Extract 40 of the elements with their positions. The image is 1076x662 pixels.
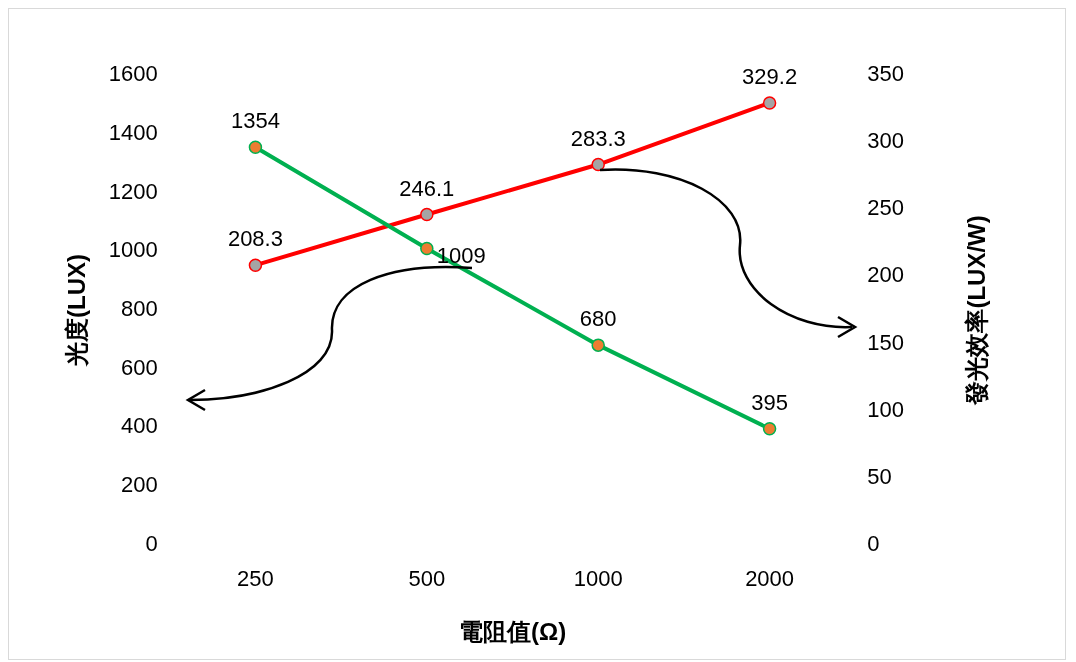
point [762, 96, 777, 110]
y2-tick-label: 350 [867, 61, 905, 87]
data-label: 1354 [230, 108, 280, 134]
y2-tick-label: 0 [867, 530, 880, 556]
data-label: 283.3 [570, 125, 626, 151]
point [248, 258, 263, 272]
y-tick-label: 400 [121, 413, 158, 439]
y-tick-label: 600 [121, 354, 158, 380]
y2-tick-label: 300 [867, 128, 905, 154]
y-tick-label: 0 [145, 530, 158, 556]
y-tick-label: 1400 [108, 119, 158, 145]
point [762, 422, 777, 436]
x-tick-label: 1000 [573, 566, 623, 592]
y2-tick-label: 200 [867, 262, 905, 288]
y2-tick-label: 100 [867, 396, 905, 422]
x-axis-title: 電阻值(Ω) [458, 618, 567, 646]
y-tick-label: 1200 [108, 178, 158, 204]
point [420, 207, 434, 222]
x-tick-label: 500 [408, 566, 446, 592]
y2-tick-label: 150 [867, 329, 905, 355]
data-label: 246.1 [399, 175, 455, 201]
y-tick-label: 1000 [108, 237, 158, 263]
y-tick-label: 800 [121, 295, 158, 321]
y-axis-title: 光度(LUX) [63, 253, 91, 367]
y-tick-label: 200 [121, 472, 158, 498]
data-label: 680 [579, 306, 617, 332]
data-label: 1009 [436, 242, 486, 268]
point [420, 241, 434, 256]
x-tick-label: 250 [237, 566, 274, 592]
data-label: 208.3 [227, 226, 283, 252]
y2-tick-label: 50 [867, 463, 892, 489]
y2-tick-label: 250 [867, 195, 905, 221]
x-tick-label: 2000 [745, 566, 795, 592]
y2-axis-title: 發光效率(LUX/W) [962, 215, 990, 406]
point [591, 338, 605, 352]
data-label: 395 [751, 389, 788, 415]
point [591, 157, 605, 172]
point [248, 140, 263, 154]
data-label: 329.2 [742, 63, 798, 89]
y-tick-label: 1600 [108, 61, 158, 87]
